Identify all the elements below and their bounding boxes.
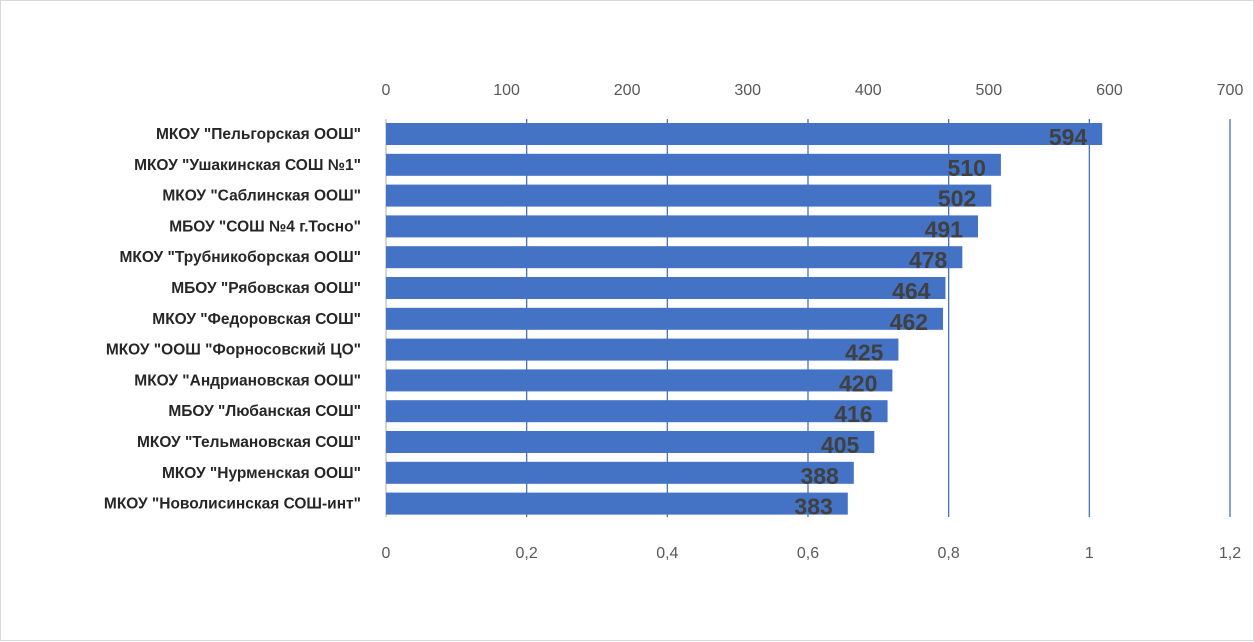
data-label: 425	[845, 340, 884, 366]
bar	[386, 153, 1001, 176]
data-label: 478	[909, 247, 948, 273]
bar	[386, 215, 979, 238]
category-label: МКОУ "Федоровская СОШ"	[152, 311, 361, 328]
top-axis-tick-label: 100	[493, 82, 520, 99]
bars	[386, 123, 1103, 515]
category-label: МКОУ "Пельгорская ООШ"	[156, 126, 361, 143]
bottom-axis-ticks: 0 0,2 0,4 0,6 0,8 1 1,2	[382, 545, 1242, 562]
category-label: МБОУ "Рябовская ООШ"	[171, 280, 361, 297]
category-label: МБОУ "СОШ №4 г.Тосно"	[169, 218, 361, 235]
bar	[386, 492, 848, 515]
top-axis-tick-label: 700	[1217, 82, 1244, 99]
bar	[386, 400, 888, 423]
category-label: МКОУ "ООШ "Форносовский ЦО"	[106, 342, 361, 359]
data-label: 416	[834, 401, 872, 427]
bottom-axis-tick-label: 1,2	[1219, 545, 1241, 562]
top-axis-ticks: 0 100 200 300 400 500 600 700	[382, 82, 1244, 99]
top-axis-tick-label: 600	[1096, 82, 1123, 99]
bar	[386, 431, 875, 453]
data-label: 420	[839, 370, 877, 396]
data-label: 594	[1049, 124, 1088, 150]
data-label: 462	[890, 309, 928, 335]
bar	[386, 338, 899, 361]
bottom-axis-tick-label: 0,6	[797, 545, 819, 562]
data-label: 388	[800, 463, 839, 489]
bar	[386, 184, 992, 207]
category-label: МКОУ "Саблинская ООШ"	[162, 188, 361, 205]
top-axis-tick-label: 500	[976, 82, 1003, 99]
bar	[386, 277, 946, 299]
data-label: 464	[892, 278, 931, 304]
data-label: 502	[938, 186, 976, 212]
bottom-axis-tick-label: 0,2	[516, 545, 538, 562]
category-label: МКОУ "Нурменская ООШ"	[162, 465, 361, 482]
bottom-axis-tick-label: 0,8	[938, 545, 960, 562]
category-label: МКОУ "Тельмановская СОШ"	[137, 434, 361, 451]
category-label: МКОУ "Новолисинская СОШ-инт"	[104, 496, 361, 513]
top-axis-tick-label: 0	[382, 82, 391, 99]
data-label: 491	[925, 216, 964, 242]
data-label: 510	[948, 155, 986, 181]
category-label: МКОУ "Андриановская ООШ"	[134, 372, 361, 389]
bar	[386, 369, 893, 392]
bar	[386, 461, 854, 484]
top-axis-tick-label: 200	[614, 82, 641, 99]
category-labels: МКОУ "Пельгорская ООШ" МКОУ "Ушакинская С…	[104, 126, 361, 513]
bottom-axis-tick-label: 0	[382, 545, 391, 562]
bottom-axis-tick-label: 1	[1085, 545, 1094, 562]
top-axis-tick-label: 300	[734, 82, 761, 99]
category-label: МКОУ "Трубникоборская ООШ"	[120, 249, 361, 266]
bar	[386, 246, 963, 269]
bar	[386, 307, 944, 330]
category-label: МБОУ "Любанская СОШ"	[168, 403, 361, 420]
category-label: МКОУ "Ушакинская СОШ №1"	[134, 157, 361, 174]
bar	[386, 123, 1103, 145]
bottom-axis-tick-label: 0,4	[656, 545, 678, 562]
data-label: 383	[794, 494, 832, 520]
top-axis-tick-label: 400	[855, 82, 882, 99]
data-label: 405	[821, 432, 860, 458]
